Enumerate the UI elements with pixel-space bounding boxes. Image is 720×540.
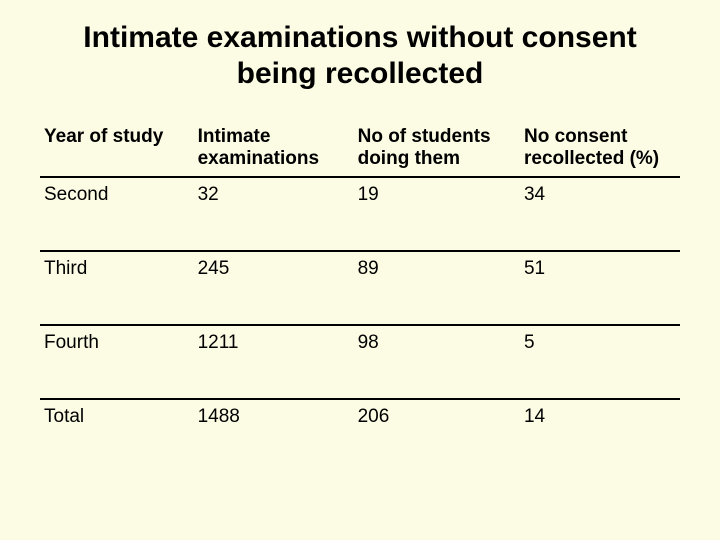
table-row: Third 245 89 51 xyxy=(40,251,680,325)
cell-exams: 32 xyxy=(194,177,354,251)
cell-pct: 14 xyxy=(520,399,680,472)
cell-students: 206 xyxy=(354,399,520,472)
data-table: Year of study Intimate examinations No o… xyxy=(40,120,680,472)
cell-year: Second xyxy=(40,177,194,251)
cell-exams: 1488 xyxy=(194,399,354,472)
slide-container: Intimate examinations without consent be… xyxy=(0,0,720,540)
cell-pct: 5 xyxy=(520,325,680,399)
table-row: Total 1488 206 14 xyxy=(40,399,680,472)
col-header-exams: Intimate examinations xyxy=(194,120,354,177)
cell-exams: 1211 xyxy=(194,325,354,399)
table-row: Second 32 19 34 xyxy=(40,177,680,251)
cell-students: 98 xyxy=(354,325,520,399)
col-header-pct: No consent recollected (%) xyxy=(520,120,680,177)
cell-exams: 245 xyxy=(194,251,354,325)
cell-year: Third xyxy=(40,251,194,325)
table-header-row: Year of study Intimate examinations No o… xyxy=(40,120,680,177)
col-header-year: Year of study xyxy=(40,120,194,177)
slide-title: Intimate examinations without consent be… xyxy=(40,20,680,92)
cell-pct: 51 xyxy=(520,251,680,325)
cell-students: 89 xyxy=(354,251,520,325)
table-row: Fourth 1211 98 5 xyxy=(40,325,680,399)
cell-students: 19 xyxy=(354,177,520,251)
cell-year: Fourth xyxy=(40,325,194,399)
cell-year: Total xyxy=(40,399,194,472)
col-header-students: No of students doing them xyxy=(354,120,520,177)
cell-pct: 34 xyxy=(520,177,680,251)
